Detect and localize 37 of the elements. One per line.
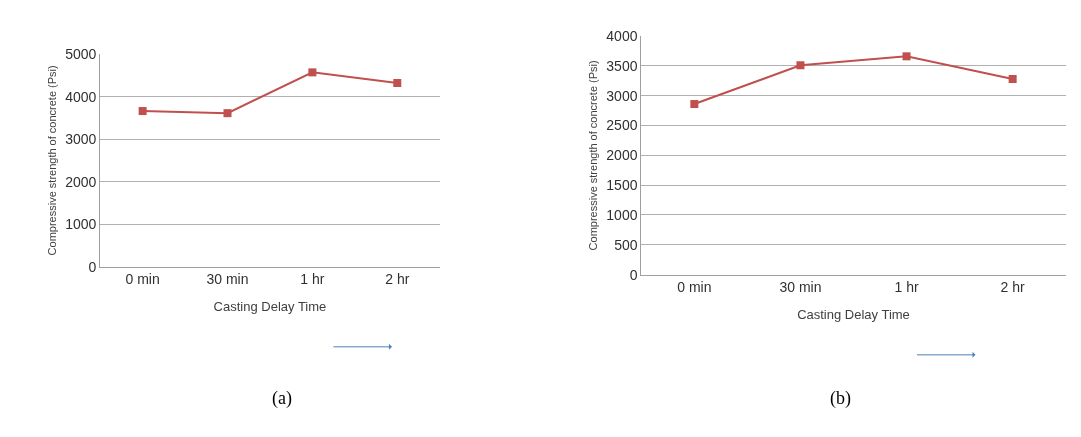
y-tick-label: 4000 bbox=[65, 88, 97, 105]
y-tick-label: 2000 bbox=[65, 173, 97, 190]
point bbox=[393, 78, 402, 87]
x-axis-title: Casting Delay Time bbox=[213, 299, 327, 315]
x-tick-label: 1 hr bbox=[894, 279, 919, 296]
point bbox=[902, 52, 911, 61]
y-tick-label: 3000 bbox=[65, 131, 97, 147]
point bbox=[690, 100, 699, 109]
x-tick-label: 2 hr bbox=[385, 271, 410, 288]
x-tick-label: 0 min bbox=[125, 271, 160, 288]
y-tick-label: 5000 bbox=[65, 45, 97, 62]
y-tick-label: 1000 bbox=[606, 206, 638, 223]
y-tick-label: 3500 bbox=[606, 57, 638, 74]
y-tick-label: 1000 bbox=[65, 216, 97, 233]
x-tick-label: 30 min bbox=[206, 271, 249, 288]
y-tick-label: 1500 bbox=[606, 177, 638, 194]
text: (b) bbox=[830, 388, 851, 409]
point bbox=[223, 109, 232, 118]
x-axis-title: Casting Delay Time bbox=[797, 307, 910, 323]
point bbox=[1008, 74, 1017, 83]
x-tick-label: 30 min bbox=[779, 279, 822, 296]
y-axis-title: Compressive strength of concrete (Psi) bbox=[45, 65, 58, 256]
x-tick-label: 1 hr bbox=[300, 271, 325, 288]
y-tick-label: 0 bbox=[629, 266, 638, 283]
y-tick-label: 500 bbox=[614, 236, 638, 253]
y-tick-label: 0 bbox=[88, 258, 97, 275]
point bbox=[138, 107, 147, 116]
y-tick-label: 2500 bbox=[606, 117, 638, 134]
x-tick-label: 0 min bbox=[677, 279, 712, 296]
y-tick-label: 2000 bbox=[606, 147, 638, 164]
y-tick-label: 3000 bbox=[606, 87, 638, 104]
x-tick-label: 2 hr bbox=[1000, 279, 1026, 296]
y-axis-title: Compressive strength of concrete (Psi) bbox=[586, 60, 599, 251]
y-tick-label: 4000 bbox=[606, 27, 638, 44]
point bbox=[308, 68, 317, 77]
point bbox=[796, 61, 805, 70]
text: (a) bbox=[272, 388, 292, 409]
